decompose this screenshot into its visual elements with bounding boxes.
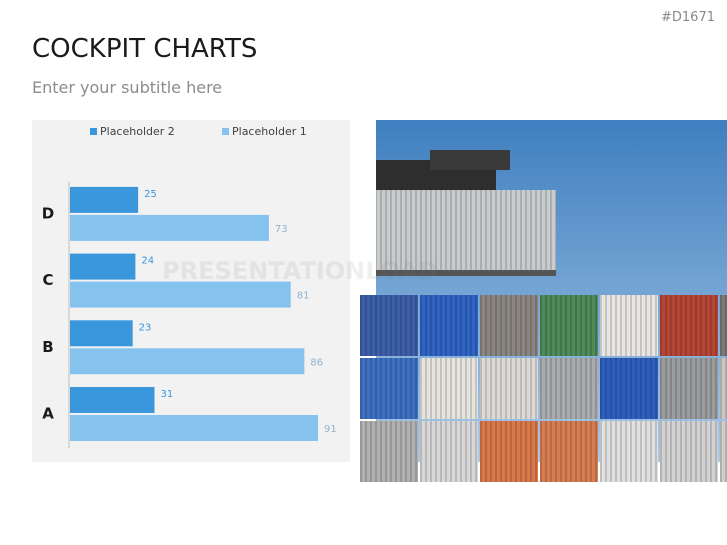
- container-ribs: [480, 421, 538, 482]
- y-tick-label: A: [42, 405, 54, 423]
- container-ribs: [600, 358, 658, 419]
- container-ribs: [540, 358, 598, 419]
- container-ribs: [360, 421, 418, 482]
- value-label: 91: [324, 424, 337, 435]
- watermark: PRESENTATIONLOAD: [162, 257, 438, 285]
- legend-swatch: [222, 128, 229, 135]
- container-ribs: [360, 295, 418, 356]
- legend-swatch: [90, 128, 97, 135]
- container-ribs: [540, 295, 598, 356]
- bar: [70, 186, 139, 213]
- container-ribs: [660, 421, 718, 482]
- value-label: 31: [160, 389, 173, 400]
- legend-label: Placeholder 2: [100, 125, 175, 138]
- container-ribs: [420, 358, 478, 419]
- legend-label: Placeholder 1: [232, 125, 307, 138]
- slide-title: COCKPIT CHARTS: [32, 34, 258, 64]
- value-label: 25: [144, 189, 157, 200]
- value-label: 81: [297, 291, 310, 302]
- value-label: 73: [275, 224, 288, 235]
- container-ribs: [720, 295, 727, 356]
- y-tick-label: C: [42, 271, 53, 289]
- container-ribs: [540, 421, 598, 482]
- bar: [70, 415, 318, 441]
- value-label: 24: [141, 256, 154, 267]
- value-label: 86: [310, 357, 323, 368]
- container-ribs: [480, 358, 538, 419]
- bar: [70, 253, 136, 280]
- container-ribs: [420, 295, 478, 356]
- container-ribs: [720, 358, 727, 419]
- y-tick-label: B: [42, 338, 53, 356]
- container-ribs: [480, 295, 538, 356]
- slide-code: #D1671: [661, 10, 715, 25]
- bar: [70, 387, 155, 413]
- container-ribs: [360, 358, 418, 419]
- container-ribs: [720, 421, 727, 482]
- photo: [360, 120, 727, 482]
- container-ribs: [600, 295, 658, 356]
- value-label: 23: [139, 322, 152, 333]
- bar: [70, 281, 291, 308]
- slide-subtitle: Enter your subtitle here: [32, 78, 223, 97]
- bar: [70, 214, 269, 241]
- bar: [70, 320, 133, 347]
- container-ribs: [600, 421, 658, 482]
- bar: [70, 348, 305, 375]
- y-tick-label: D: [42, 204, 54, 222]
- container-ribs: [660, 295, 718, 356]
- container-ribs: [420, 421, 478, 482]
- container-ribs: [660, 358, 718, 419]
